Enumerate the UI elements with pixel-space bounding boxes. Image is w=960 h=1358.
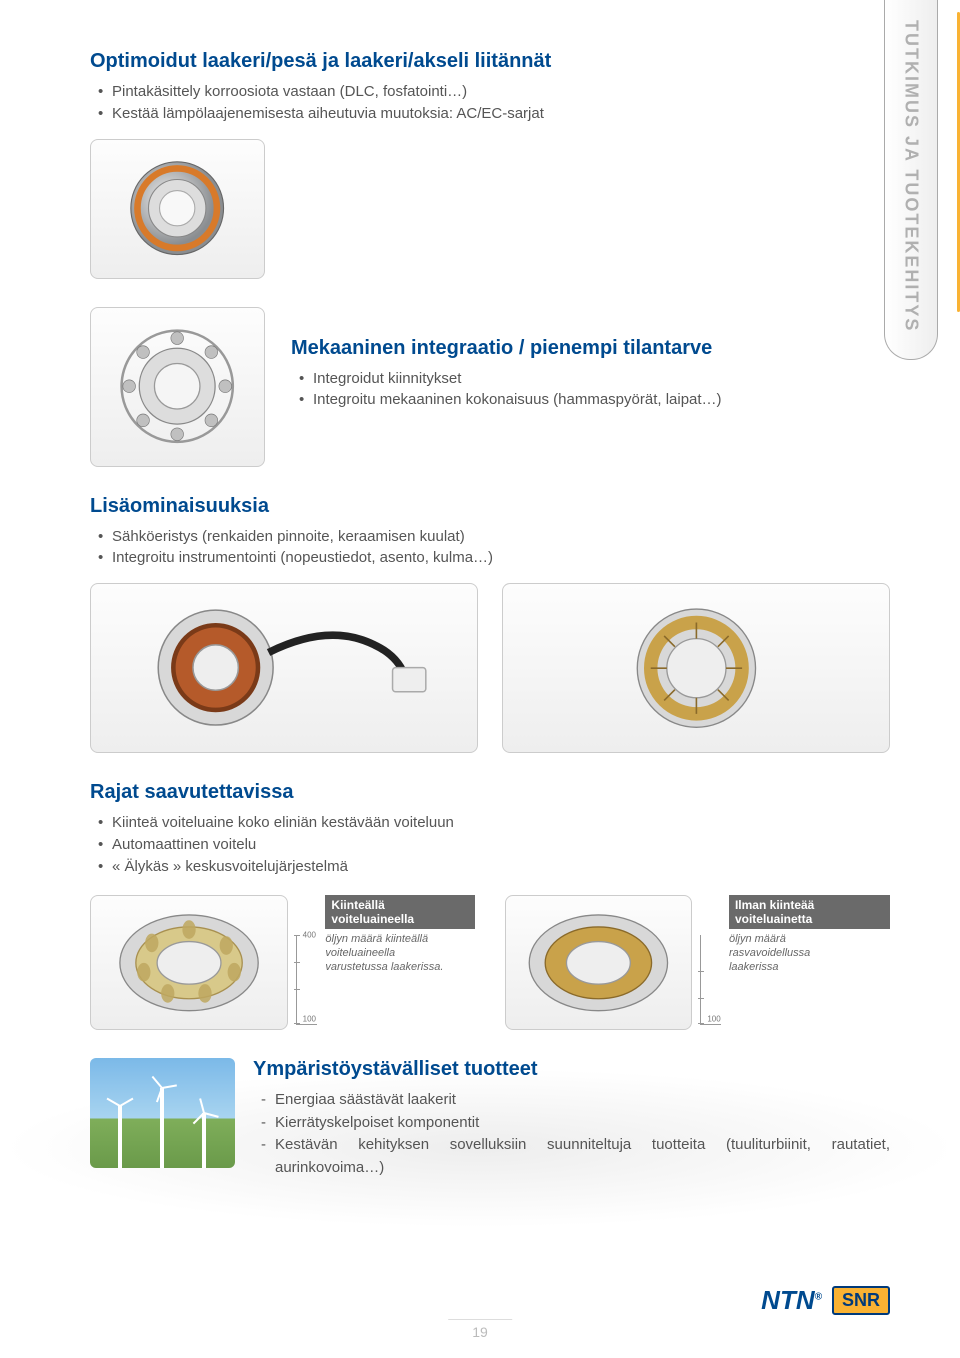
section-integraatio: Mekaaninen integraatio / pienempi tilant… (90, 307, 890, 467)
section2-title: Mekaaninen integraatio / pienempi tilant… (291, 337, 722, 360)
bullet: « Älykäs » keskusvoitelujärjestelmä (98, 856, 890, 878)
page-number: 19 (448, 1319, 512, 1340)
section-rajat: Rajat saavutettavissa Kiinteä voiteluain… (90, 781, 890, 1030)
section5-items: Energiaa säästävät laakerit Kierrätyskel… (261, 1089, 890, 1179)
bullet: Kestää lämpölaajenemisesta aiheutuvia mu… (98, 103, 730, 125)
ntn-text: NTN (761, 1285, 814, 1315)
ntn-logo: NTN® (761, 1285, 822, 1316)
section-lisaominaisuuksia: Lisäominaisuuksia Sähköeristys (renkaide… (90, 495, 890, 754)
section1-bullets: Pintakäsittely korroosiota vastaan (DLC,… (98, 81, 730, 125)
bullet: Integroidut kiinnitykset (299, 368, 722, 390)
dash-item: Energiaa säästävät laakerit (261, 1089, 890, 1112)
section1-title: Optimoidut laakeri/pesä ja laakeri/aksel… (90, 50, 730, 73)
dash-item: Kestävän kehityksen sovelluksiin suunnit… (261, 1134, 890, 1179)
section5-title: Ympäristöystävälliset tuotteet (253, 1058, 890, 1081)
lube-left-title: Kiinteällä voiteluaineella (325, 895, 475, 929)
section3-bullets: Sähköeristys (renkaiden pinnoite, keraam… (98, 526, 890, 570)
solid-lube-bearing-icon (101, 903, 277, 1023)
logo-row: NTN® SNR (761, 1285, 890, 1316)
roller-bearing-image (502, 583, 890, 753)
bullet: Kiinteä voiteluaine koko eliniän kestävä… (98, 812, 890, 834)
section4-title: Rajat saavutettavissa (90, 781, 890, 804)
sidebar-tab: TUTKIMUS JA TUOTEKEHITYS (884, 0, 938, 360)
sensor-bearing-image (90, 583, 478, 753)
lube-left-desc: öljyn määrä kiinteällä voiteluaineella v… (325, 933, 445, 974)
section3-title: Lisäominaisuuksia (90, 495, 890, 518)
lube-right-desc: öljyn määrä rasvavoidellussa laakerissa (729, 933, 849, 974)
snr-logo: SNR (832, 1286, 890, 1315)
grease-bearing-image (505, 895, 692, 1030)
bearing-icon (108, 153, 246, 263)
dash-item: Kierrätyskelpoiset komponentit (261, 1112, 890, 1135)
bullet: Integroitu mekaaninen kokonaisuus (hamma… (299, 389, 722, 411)
bearing-image-1 (90, 139, 265, 279)
lube-block-right: 100 Ilman kiinteää voiteluainetta öljyn … (505, 895, 890, 1030)
section-optimoidut: Optimoidut laakeri/pesä ja laakeri/aksel… (90, 50, 730, 279)
scale-left: 400 100 (296, 935, 318, 1025)
scale-value: 400 (303, 931, 316, 940)
lube-right-title: Ilman kiinteää voiteluainetta (729, 895, 890, 929)
sensor-bearing-icon (110, 592, 457, 743)
bullet: Automaattinen voitelu (98, 834, 890, 856)
bullet: Integroitu instrumentointi (nopeustiedot… (98, 547, 890, 569)
bullet: Pintakäsittely korroosiota vastaan (DLC,… (98, 81, 730, 103)
section2-bullets: Integroidut kiinnitykset Integroitu meka… (299, 368, 722, 412)
bullet: Sähköeristys (renkaiden pinnoite, keraam… (98, 526, 890, 548)
scale-value: 100 (303, 1015, 316, 1024)
lube-block-left: 400 100 Kiinteällä voiteluaineella öljyn… (90, 895, 475, 1030)
section4-bullets: Kiinteä voiteluaine koko eliniän kestävä… (98, 812, 890, 877)
solid-lube-bearing-image (90, 895, 288, 1030)
section-ymparisto: Ympäristöystävälliset tuotteet Energiaa … (90, 1058, 890, 1179)
grease-bearing-icon (515, 903, 682, 1023)
scale-value: 100 (707, 1015, 720, 1024)
bearing-image-2 (90, 307, 265, 467)
scale-right: 100 (700, 935, 721, 1025)
roller-bearing-icon (542, 601, 851, 735)
sidebar-tab-label: TUTKIMUS JA TUOTEKEHITYS (901, 20, 922, 332)
ball-bearing-icon (108, 323, 246, 449)
wind-turbine-image (90, 1058, 235, 1168)
